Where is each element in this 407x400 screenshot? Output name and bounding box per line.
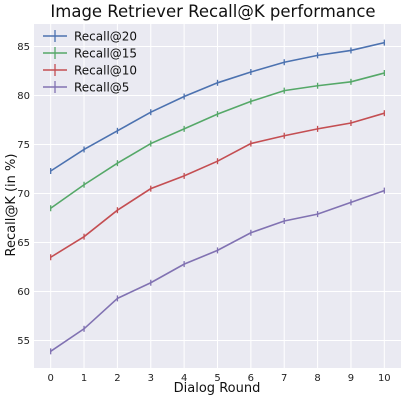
x-tick-label: 1 [81, 373, 87, 384]
legend: Recall@20 Recall@15 Recall@10 Recall@5 [43, 30, 137, 95]
legend-label-recall-10: Recall@10 [74, 64, 137, 78]
x-tick-label: 10 [378, 373, 391, 384]
y-tick-label: 80 [17, 91, 30, 102]
x-tick-label: 2 [114, 373, 120, 384]
x-tick-label: 8 [314, 373, 320, 384]
legend-label-recall-5: Recall@5 [74, 81, 129, 95]
y-tick-label: 75 [17, 140, 30, 151]
y-tick-label: 65 [17, 238, 30, 249]
y-tick-label: 85 [17, 42, 30, 53]
x-tick-label: 5 [214, 373, 220, 384]
legend-label-recall-15: Recall@15 [74, 47, 137, 61]
y-tick-label: 60 [17, 287, 30, 298]
x-tick-label: 4 [181, 373, 187, 384]
y-tick-label: 70 [17, 189, 30, 200]
x-tick-label: 0 [47, 373, 53, 384]
legend-label-recall-20: Recall@20 [74, 30, 137, 44]
x-tick-label: 6 [248, 373, 254, 384]
y-axis-label: Recall@K (in %) [4, 154, 19, 257]
x-axis-label: Dialog Round [174, 381, 261, 396]
x-tick-label: 9 [348, 373, 354, 384]
x-tick-label: 7 [281, 373, 287, 384]
grid [34, 24, 401, 368]
tick-labels: 0 1 2 3 4 5 6 7 8 9 10 55 60 65 70 75 80 85 [17, 42, 390, 384]
series-lines [50, 39, 385, 355]
chart-title: Image Retriever Recall@K performance [50, 2, 375, 21]
x-tick-label: 3 [148, 373, 154, 384]
y-tick-label: 55 [17, 336, 30, 347]
